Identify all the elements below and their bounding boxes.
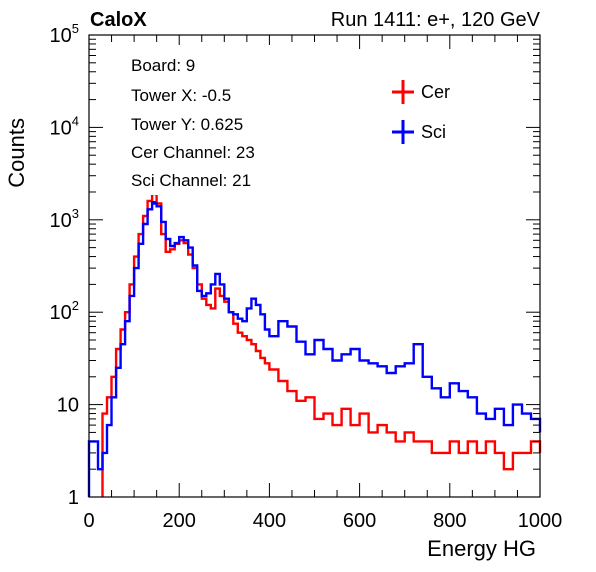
x-tick-label: 200	[163, 510, 196, 532]
y-tick-label: 102	[50, 298, 79, 324]
x-tick-label: 1000	[518, 510, 563, 532]
series-line-cer	[101, 191, 542, 497]
y-tick-label: 10	[57, 395, 79, 417]
x-tick-label: 800	[433, 510, 466, 532]
y-tick-label: 105	[50, 21, 79, 47]
y-tick-label: 1	[68, 487, 79, 509]
legend-cer-label: Cer	[421, 82, 450, 102]
info-cer-channel: Cer Channel: 23	[131, 143, 255, 162]
legend-sci-marker	[392, 120, 414, 144]
y-tick-label: 104	[50, 113, 79, 139]
info-tower-y: Tower Y: 0.625	[131, 115, 243, 134]
legend-sci-label: Sci	[421, 122, 446, 142]
info-tower-x: Tower X: -0.5	[131, 86, 231, 105]
x-tick-label: 600	[343, 510, 376, 532]
y-axis-label: Counts	[4, 118, 29, 188]
info-box-background	[118, 45, 358, 195]
info-sci-channel: Sci Channel: 21	[131, 171, 251, 190]
x-tick-label: 400	[253, 510, 286, 532]
info-board: Board: 9	[131, 56, 195, 75]
y-tick-label: 103	[50, 206, 79, 232]
series-layer	[87, 191, 542, 497]
legend-cer-marker	[392, 80, 414, 104]
chart-title-left: CaloX	[90, 9, 147, 31]
x-axis-label: Energy HG	[427, 536, 536, 561]
y-axis: 1 10 102 103 104 105	[50, 21, 540, 509]
x-axis: 0 200 400 600 800 1000	[83, 35, 562, 532]
chart-title-right: Run 1411: e+, 120 GeV	[331, 9, 541, 31]
info-box: Board: 9 Tower X: -0.5 Tower Y: 0.625 Ce…	[118, 45, 358, 195]
series-line-sci	[87, 201, 542, 497]
legend: Cer Sci	[392, 80, 450, 144]
x-tick-label: 0	[83, 510, 94, 532]
